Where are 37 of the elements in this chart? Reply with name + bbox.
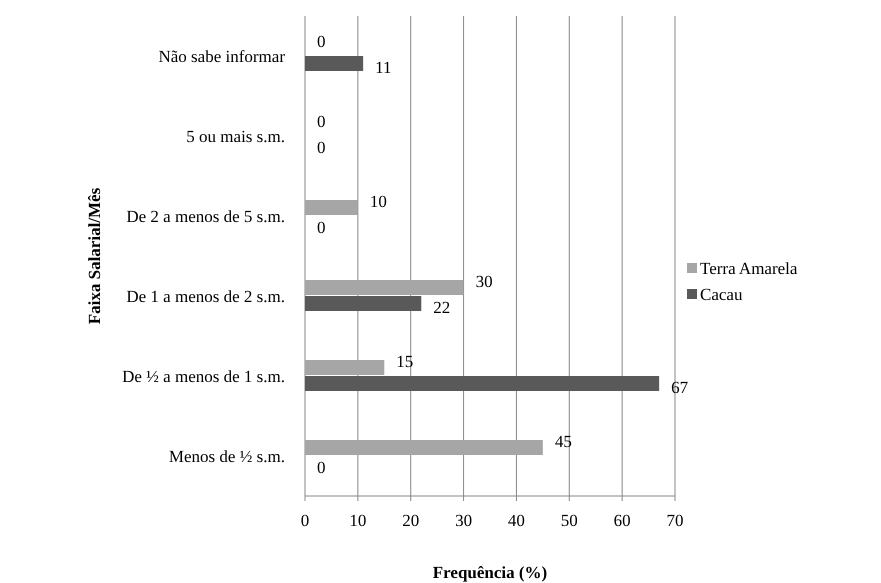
data-label: 0 — [317, 218, 326, 237]
bar — [305, 280, 464, 295]
x-tick-label: 0 — [300, 511, 310, 530]
x-axis-title: Frequência (%) — [432, 563, 548, 582]
y-tick-label: De ½ a menos de 1 s.m. — [122, 367, 285, 386]
data-label: 0 — [317, 112, 326, 131]
data-label: 0 — [317, 458, 326, 477]
bar — [305, 440, 543, 455]
data-label: 15 — [396, 352, 414, 371]
x-tick-label: 60 — [614, 511, 631, 530]
y-tick-label: 5 ou mais s.m. — [186, 127, 285, 146]
bar — [305, 200, 358, 215]
data-label: 45 — [554, 432, 572, 451]
data-label: 0 — [317, 138, 326, 157]
x-tick-label: 70 — [666, 511, 684, 530]
bar — [305, 296, 422, 311]
legend-label: Cacau — [700, 285, 743, 304]
bar — [305, 56, 364, 71]
data-label: 11 — [375, 58, 392, 77]
x-tick-label: 40 — [508, 511, 525, 530]
y-axis-title: Faixa Salarial/Mês — [85, 187, 104, 324]
x-tick-label: 10 — [349, 511, 366, 530]
bar — [305, 376, 660, 391]
y-tick-label: De 2 a menos de 5 s.m. — [126, 207, 285, 226]
x-tick-label: 50 — [560, 511, 578, 530]
data-label: 22 — [433, 298, 450, 317]
x-tick-label: 20 — [402, 511, 420, 530]
data-label: 30 — [476, 272, 493, 291]
y-tick-label: Não sabe informar — [158, 47, 286, 66]
data-label: 10 — [370, 192, 387, 211]
y-tick-label: Menos de ½ s.m. — [168, 447, 285, 466]
bar — [305, 360, 384, 375]
x-tick-label: 30 — [455, 511, 472, 530]
y-tick-label: De 1 a menos de 2 s.m. — [126, 287, 285, 306]
data-label: 0 — [317, 32, 326, 51]
data-label: 67 — [671, 378, 689, 397]
legend-label: Terra Amarela — [700, 259, 798, 278]
